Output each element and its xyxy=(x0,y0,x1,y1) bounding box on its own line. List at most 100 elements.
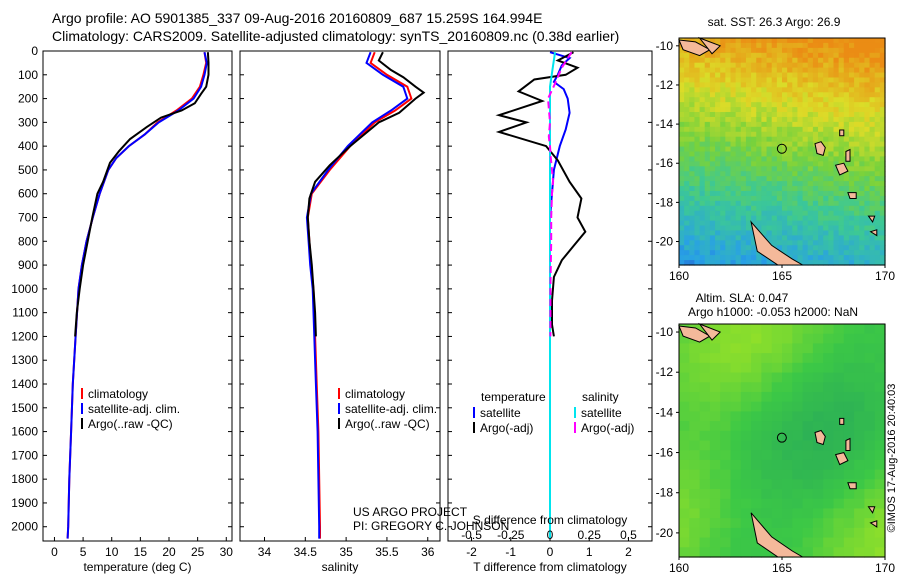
map-cell xyxy=(756,220,762,227)
map-cell xyxy=(864,215,871,222)
map-cell xyxy=(807,112,814,118)
map-cell xyxy=(792,430,804,442)
map-cell xyxy=(709,62,716,69)
map-cell xyxy=(751,62,757,69)
map-cell xyxy=(874,72,881,79)
map-cell xyxy=(792,151,799,158)
map-cell xyxy=(679,479,690,490)
map-cell xyxy=(792,47,799,54)
y-tick-label: 1300 xyxy=(11,353,38,367)
map-cell xyxy=(776,97,783,103)
y-tick-label: 1500 xyxy=(11,401,38,415)
map-cell xyxy=(792,479,804,490)
map-cell xyxy=(879,250,886,256)
map-cell xyxy=(843,547,855,558)
map-cell xyxy=(874,166,881,172)
map-cell xyxy=(745,121,752,128)
map-cell xyxy=(828,186,835,192)
map-cell xyxy=(823,146,829,153)
map-cell xyxy=(751,440,762,451)
map-cell xyxy=(869,121,876,128)
map-cell xyxy=(689,205,696,212)
map-cell xyxy=(812,136,819,143)
map-cell xyxy=(879,112,886,118)
map-cell xyxy=(807,92,814,98)
map-cell xyxy=(720,72,726,79)
map-cell xyxy=(802,126,809,133)
map-cell xyxy=(735,210,742,217)
map-cell xyxy=(782,450,793,461)
map-cell xyxy=(730,230,737,236)
map-cell xyxy=(689,176,696,182)
map-cell xyxy=(735,57,742,64)
map-cell xyxy=(843,72,850,79)
map-cell xyxy=(787,131,793,138)
map-cell xyxy=(797,87,804,93)
map-cell xyxy=(740,181,747,187)
map-cell xyxy=(756,205,762,212)
map-cell xyxy=(823,166,829,172)
map-cell xyxy=(684,235,690,241)
map-cell xyxy=(709,401,721,412)
map-cell xyxy=(761,215,768,222)
map-cell xyxy=(843,92,850,98)
map-cell xyxy=(874,353,886,364)
map-cell xyxy=(782,121,788,128)
map-cell xyxy=(792,537,804,548)
map-cell xyxy=(740,527,752,539)
map-cell xyxy=(869,112,876,118)
map-cell xyxy=(864,47,871,54)
map-cell xyxy=(838,47,845,54)
map-cell xyxy=(679,126,685,133)
map-cell xyxy=(782,498,793,510)
map-cell xyxy=(699,518,711,529)
map-cell xyxy=(797,77,804,84)
map-cell xyxy=(782,324,793,335)
map-cell xyxy=(838,62,845,69)
map-cell xyxy=(704,255,711,261)
map-cell xyxy=(792,67,799,74)
map-cell xyxy=(735,235,742,241)
map-cell xyxy=(812,161,819,167)
map-cell xyxy=(823,508,835,519)
map-cell xyxy=(761,38,768,44)
map-cell xyxy=(782,116,788,123)
map-cell xyxy=(833,382,845,393)
map-cell xyxy=(838,186,845,192)
map-cell xyxy=(843,260,850,266)
map-cell xyxy=(751,469,762,480)
map-cell xyxy=(720,195,726,202)
map-cell xyxy=(782,411,793,422)
map-cell xyxy=(843,186,850,192)
map-cell xyxy=(838,112,845,118)
map-cell xyxy=(797,240,804,246)
map-cell xyxy=(684,195,690,202)
map-cell xyxy=(766,57,773,64)
map-cell xyxy=(812,126,819,133)
map-cell xyxy=(761,205,768,212)
map-cell xyxy=(869,240,876,246)
map-cell xyxy=(720,382,732,393)
map-cell xyxy=(838,230,845,236)
map-cell xyxy=(782,537,793,548)
x-tick-label-secondary: -0.25 xyxy=(497,528,525,542)
map-cell xyxy=(802,92,809,98)
map-cell xyxy=(854,250,860,256)
map-cell xyxy=(843,62,850,69)
map-cell xyxy=(735,112,742,118)
map-cell xyxy=(679,430,690,442)
map-cell xyxy=(679,171,685,177)
map-cell xyxy=(812,195,819,202)
legend-entry: climatology xyxy=(88,387,148,401)
map-cell xyxy=(745,260,752,266)
map-cell xyxy=(823,97,829,103)
map-cell xyxy=(679,508,690,519)
map-cell xyxy=(823,176,829,182)
map-cell xyxy=(854,47,860,54)
map-cell xyxy=(730,156,737,162)
map-cell xyxy=(797,67,804,74)
map-cell xyxy=(807,141,814,148)
map-cell xyxy=(843,205,850,212)
map-cell xyxy=(833,67,840,74)
map-cell xyxy=(740,146,747,153)
